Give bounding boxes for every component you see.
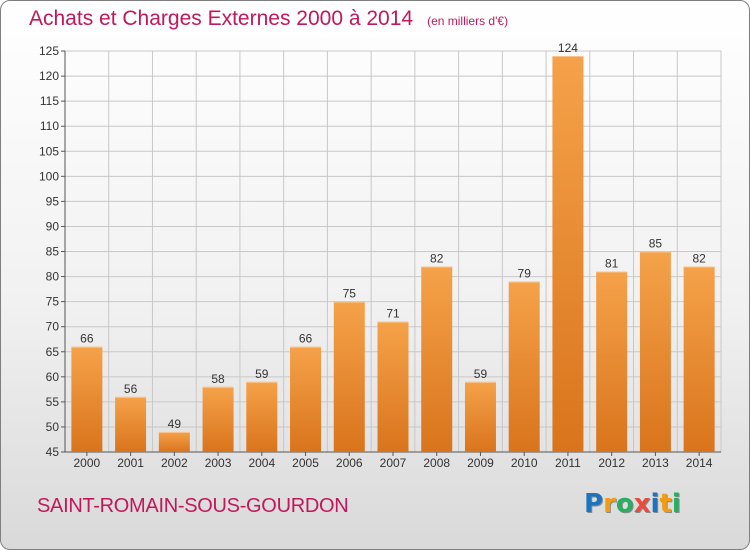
bar	[377, 321, 409, 452]
x-tick-label: 2005	[292, 456, 319, 470]
x-tick-label: 2013	[642, 456, 669, 470]
x-tick-label: 2004	[248, 456, 275, 470]
y-tick-label: 50	[46, 420, 60, 434]
x-tick-label: 2008	[423, 456, 450, 470]
logo-letter: P	[584, 489, 604, 519]
logo-letter: i	[650, 489, 660, 519]
bar	[464, 381, 496, 452]
x-tick-label: 2009	[467, 456, 494, 470]
y-tick-label: 65	[46, 345, 60, 359]
bar	[683, 266, 715, 452]
y-tick-label: 125	[39, 44, 59, 58]
y-tick-label: 80	[46, 270, 60, 284]
data-label: 49	[168, 417, 182, 431]
data-label: 124	[558, 41, 578, 55]
data-label: 81	[605, 257, 619, 271]
data-label: 66	[80, 332, 94, 346]
x-tick-label: 2007	[380, 456, 407, 470]
y-tick-label: 90	[46, 219, 60, 233]
bar	[290, 346, 322, 452]
y-tick-label: 120	[39, 69, 59, 83]
bar	[246, 381, 278, 452]
x-tick-label: 2003	[205, 456, 232, 470]
y-tick-label: 110	[40, 119, 59, 133]
x-tick-label: 2000	[74, 456, 101, 470]
y-tick-label: 100	[39, 169, 59, 183]
bar	[333, 301, 365, 452]
bar	[421, 266, 453, 452]
x-tick-label: 2002	[161, 456, 188, 470]
y-tick-label: 70	[46, 320, 60, 334]
y-tick-label: 75	[46, 295, 60, 309]
data-label: 79	[518, 267, 532, 281]
data-labels: 66 56 49 58 59 66 75 71 82 59 79 124 81 85 82	[80, 41, 706, 431]
data-label: 59	[474, 367, 488, 381]
data-label: 82	[430, 252, 444, 266]
y-tick-label: 115	[40, 94, 59, 108]
x-tick-label: 2010	[511, 456, 538, 470]
data-label: 58	[211, 372, 225, 386]
bar	[596, 271, 628, 452]
bar	[508, 281, 540, 452]
data-label: 75	[343, 287, 357, 301]
y-tick-label: 105	[39, 144, 59, 158]
x-tick-label: 2001	[117, 456, 144, 470]
logo-letter: r	[603, 489, 616, 519]
proxiti-logo[interactable]: Proxiti	[584, 489, 681, 519]
bar	[158, 431, 190, 452]
title-row: Achats et Charges Externes 2000 à 2014 (…	[29, 7, 508, 31]
x-tick-label: 2014	[686, 456, 713, 470]
data-label: 66	[299, 332, 313, 346]
bar	[202, 386, 234, 452]
data-label: 56	[124, 382, 138, 396]
y-tick-label: 55	[46, 395, 60, 409]
commune-name: SAINT-ROMAIN-SOUS-GOURDON	[37, 495, 349, 517]
data-label: 85	[649, 237, 663, 251]
bar	[639, 251, 671, 452]
chart-title: Achats et Charges Externes 2000 à 2014	[29, 7, 414, 30]
logo-letter: o	[615, 489, 634, 519]
bar	[552, 56, 584, 452]
logo-letter: t	[659, 489, 672, 519]
y-tick-label: 45	[46, 445, 60, 459]
x-tick-label: 2011	[555, 456, 581, 470]
x-tick-label: 2006	[336, 456, 363, 470]
logo-letter: x	[633, 489, 651, 519]
data-label: 71	[386, 307, 400, 321]
y-tick-label: 85	[46, 245, 60, 259]
chart-unit: (en milliers d'€)	[427, 14, 509, 28]
y-tick-label: 60	[46, 370, 60, 384]
logo-letter: i	[671, 489, 681, 519]
bar	[115, 396, 147, 452]
bars	[71, 56, 715, 452]
x-tick-label: 2012	[598, 456, 625, 470]
data-label: 82	[692, 252, 706, 266]
bar	[71, 346, 103, 452]
data-label: 59	[255, 367, 269, 381]
y-tick-label: 95	[46, 194, 60, 208]
